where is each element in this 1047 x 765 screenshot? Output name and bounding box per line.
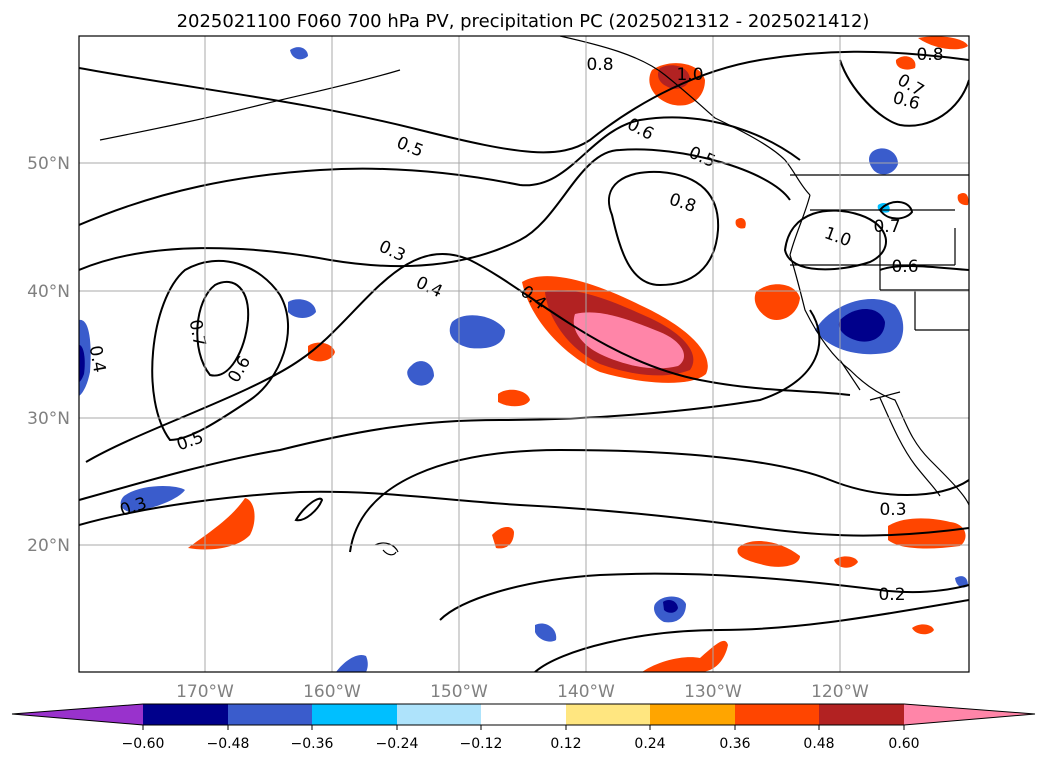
lat-label: 50°N (27, 154, 70, 174)
colorbar-tick-label: −0.24 (376, 736, 419, 752)
colorbar-ticks (142, 725, 905, 730)
lat-label: 20°N (27, 536, 70, 556)
lon-label: 120°W (811, 682, 869, 702)
lon-labels: 170°W 160°W 150°W 140°W 130°W 120°W (176, 682, 869, 702)
pv-contours (79, 50, 969, 672)
colorbar-extend-low (12, 704, 143, 725)
lat-label: 40°N (27, 282, 70, 302)
colorbar-segment (566, 704, 650, 725)
colorbar-segment (228, 704, 312, 725)
lon-label: 150°W (430, 682, 488, 702)
colorbar-tick-label: −0.12 (460, 736, 503, 752)
contour-label: 0.8 (586, 55, 613, 75)
colorbar-tick-label: −0.48 (207, 736, 250, 752)
coastlines (99, 36, 969, 556)
colorbar-tick-label: −0.36 (291, 736, 334, 752)
map-frame (78, 35, 970, 673)
lon-label: 130°W (684, 682, 742, 702)
contour-label: 0.7 (873, 217, 900, 237)
contour-label: 0.2 (878, 585, 905, 605)
map-area: 0.8 0.6 0.5 0.8 1.0 0.5 0.3 0.4 0.4 0.7 … (79, 36, 969, 672)
colorbar-segment (650, 704, 735, 725)
colorbar-segment (397, 704, 481, 725)
contour-label: 0.4 (85, 344, 109, 374)
colorbar-tick-label: 0.24 (634, 736, 665, 752)
figure-title: 2025021100 F060 700 hPa PV, precipitatio… (177, 11, 870, 32)
colorbar-tick-label: 0.36 (719, 736, 750, 752)
contour-label: 1.0 (676, 65, 703, 85)
colorbar-tick-label: 0.48 (803, 736, 834, 752)
colorbar-segment (735, 704, 819, 725)
colorbar-tick-label: 0.12 (550, 736, 581, 752)
lat-labels: 50°N 40°N 30°N 20°N (27, 154, 70, 556)
colorbar-segment (481, 704, 566, 725)
colorbar-segment (312, 704, 397, 725)
lat-label: 30°N (27, 409, 70, 429)
gridlines (79, 36, 969, 672)
lon-label: 170°W (176, 682, 234, 702)
contour-label: 0.3 (879, 500, 906, 520)
contour-label: 0.6 (891, 257, 918, 277)
colorbar-extend-high (904, 704, 1035, 725)
colorbar-segment (819, 704, 904, 725)
precip-shading (79, 36, 969, 672)
lon-label: 140°W (557, 682, 615, 702)
colorbar-tick-label: 0.60 (888, 736, 919, 752)
lon-label: 160°W (303, 682, 361, 702)
colorbar-tick-label: −0.60 (122, 736, 165, 752)
colorbar: −0.60 −0.48 −0.36 −0.24 −0.12 0.12 0.24 … (11, 703, 1036, 752)
colorbar-segment (143, 704, 228, 725)
contour-label: 0.8 (916, 45, 943, 65)
